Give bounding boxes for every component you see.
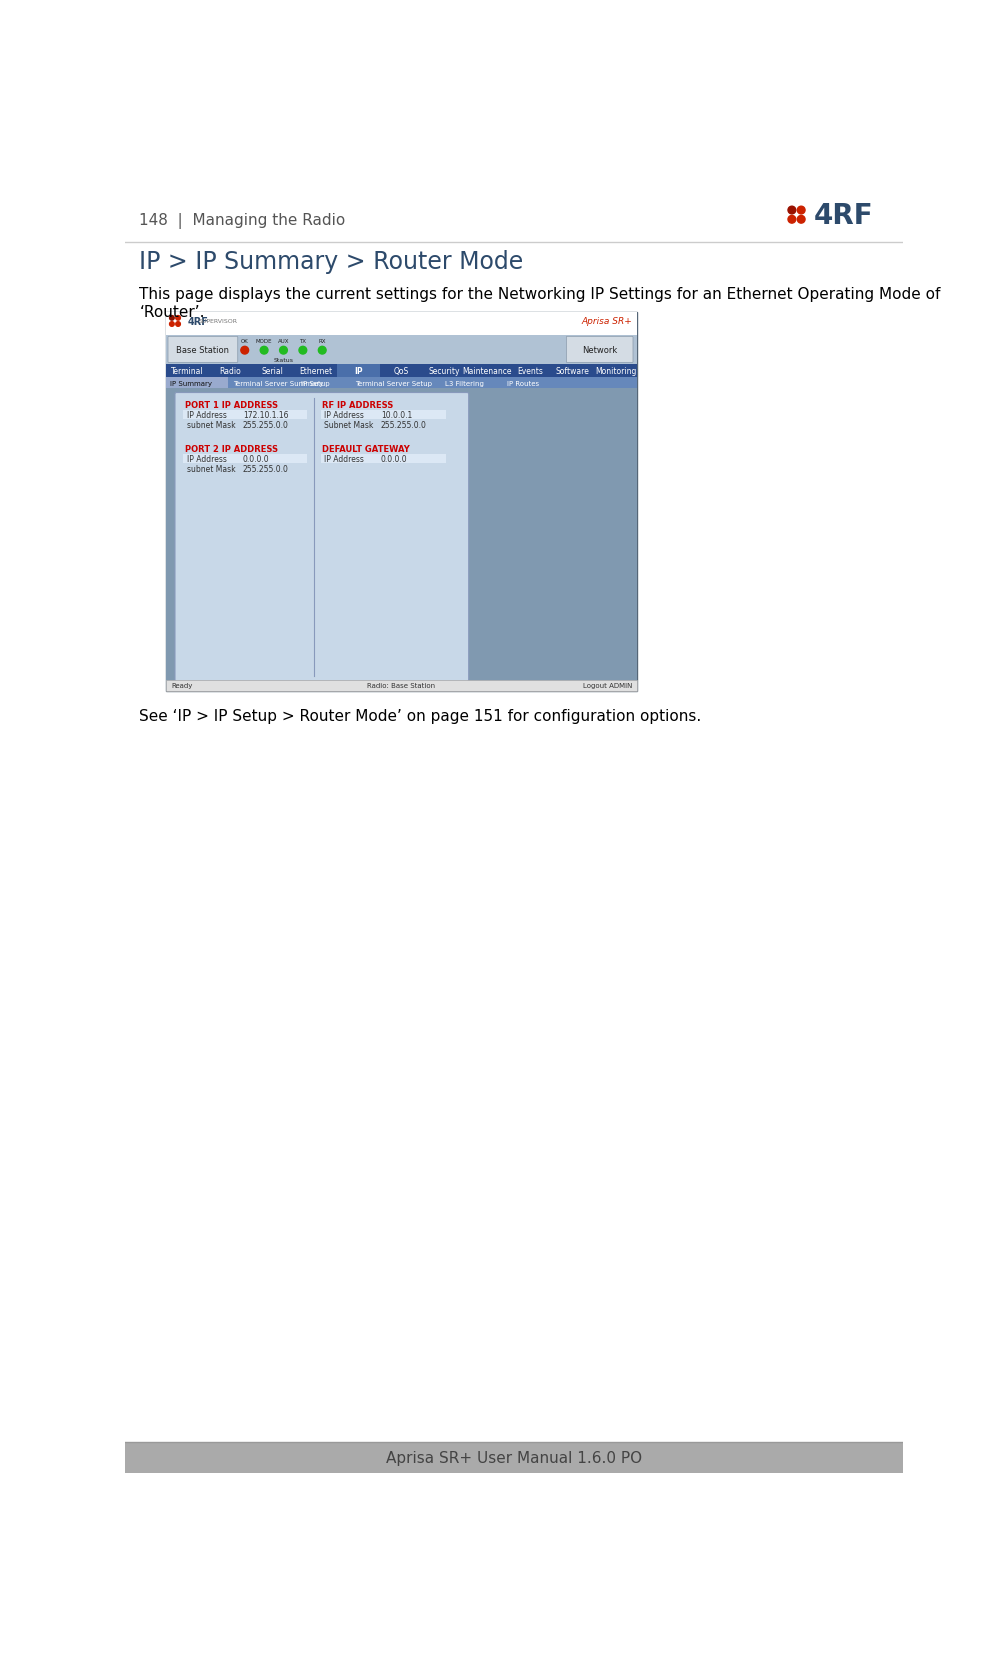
FancyBboxPatch shape (174, 394, 468, 682)
Text: AUX: AUX (278, 339, 289, 344)
Text: subnet Mask: subnet Mask (186, 465, 235, 473)
Text: 172.10.1.16: 172.10.1.16 (242, 410, 289, 420)
Bar (165, 389, 636, 692)
Text: Terminal Server Summary: Terminal Server Summary (232, 381, 324, 386)
Text: Terminal Server Setup: Terminal Server Setup (355, 381, 432, 386)
Circle shape (175, 323, 180, 328)
Text: Radio: Base Station: Radio: Base Station (367, 684, 435, 688)
Text: 0.0.0.0: 0.0.0.0 (381, 455, 407, 463)
Text: Subnet Mask: Subnet Mask (324, 420, 373, 430)
Bar (165, 313, 636, 692)
Text: SUPERVISOR: SUPERVISOR (198, 319, 237, 324)
Text: IP Address: IP Address (324, 455, 364, 463)
Circle shape (797, 217, 805, 223)
Text: PORT 1 IP ADDRESS: PORT 1 IP ADDRESS (184, 401, 278, 410)
Bar (125, 1442, 902, 1473)
Text: Ready: Ready (171, 684, 193, 688)
Text: 10.0.0.1: 10.0.0.1 (381, 410, 412, 420)
Text: Logout ADMIN: Logout ADMIN (582, 684, 631, 688)
Bar (165, 364, 636, 377)
Circle shape (797, 207, 805, 215)
Text: Terminal: Terminal (170, 367, 203, 376)
Text: IP Routes: IP Routes (506, 381, 538, 386)
Text: Radio: Radio (218, 367, 240, 376)
Text: Software: Software (555, 367, 589, 376)
Bar (337, 364, 380, 377)
Circle shape (299, 348, 307, 354)
Bar (165, 377, 227, 389)
Text: TX: TX (299, 339, 306, 344)
Text: 4RF: 4RF (187, 316, 208, 326)
Text: IP Address: IP Address (324, 410, 364, 420)
Bar (321, 420, 446, 429)
Text: IP Address: IP Address (186, 455, 226, 463)
Text: Ethernet: Ethernet (299, 367, 332, 376)
Circle shape (169, 316, 174, 321)
Bar (165, 377, 636, 389)
Text: MODE: MODE (256, 339, 273, 344)
Text: subnet Mask: subnet Mask (186, 420, 235, 430)
Circle shape (280, 348, 287, 354)
Text: 148  |  Managing the Radio: 148 | Managing the Radio (139, 213, 346, 228)
Circle shape (318, 348, 326, 354)
Bar (183, 455, 308, 463)
Text: L3 Filtering: L3 Filtering (444, 381, 483, 386)
Circle shape (169, 323, 174, 328)
Text: IP: IP (354, 367, 363, 376)
Text: Maintenance: Maintenance (462, 367, 511, 376)
Circle shape (240, 348, 248, 354)
Circle shape (788, 217, 795, 223)
FancyBboxPatch shape (566, 338, 632, 364)
Text: PORT 2 IP ADDRESS: PORT 2 IP ADDRESS (184, 445, 278, 453)
Text: IP Address: IP Address (186, 410, 226, 420)
Text: DEFAULT GATEWAY: DEFAULT GATEWAY (322, 445, 410, 453)
Text: QoS: QoS (393, 367, 409, 376)
Text: See ‘IP > IP Setup > Router Mode’ on page 151 for configuration options.: See ‘IP > IP Setup > Router Mode’ on pag… (139, 708, 700, 723)
Text: Base Station: Base Station (176, 346, 229, 354)
Text: Status: Status (274, 357, 294, 362)
Text: 4RF: 4RF (813, 202, 873, 230)
Text: 255.255.0.0: 255.255.0.0 (242, 420, 289, 430)
Text: OK: OK (240, 339, 248, 344)
Text: Monitoring: Monitoring (594, 367, 635, 376)
Text: Events: Events (516, 367, 542, 376)
Bar (165, 336, 636, 364)
Circle shape (260, 348, 268, 354)
Bar (165, 313, 636, 336)
Text: Aprisa SR+ User Manual 1.6.0 PO: Aprisa SR+ User Manual 1.6.0 PO (385, 1450, 641, 1465)
Bar (183, 420, 308, 429)
Text: 255.255.0.0: 255.255.0.0 (242, 465, 289, 473)
Text: IP Summary: IP Summary (169, 381, 211, 386)
Bar (321, 455, 446, 463)
Text: This page displays the current settings for the Networking IP Settings for an Et: This page displays the current settings … (139, 286, 940, 319)
FancyBboxPatch shape (167, 338, 237, 364)
Circle shape (175, 316, 180, 321)
Bar (183, 410, 308, 419)
Text: 0.0.0.0: 0.0.0.0 (242, 455, 270, 463)
Bar (321, 410, 446, 419)
Text: RX: RX (319, 339, 326, 344)
Text: IP > IP Summary > Router Mode: IP > IP Summary > Router Mode (139, 250, 523, 273)
Text: RF IP ADDRESS: RF IP ADDRESS (322, 401, 393, 410)
Text: IP Setup: IP Setup (301, 381, 330, 386)
Bar (183, 465, 308, 473)
Bar (165, 680, 636, 692)
Text: Network: Network (581, 346, 616, 354)
Text: Security: Security (428, 367, 459, 376)
Text: 255.255.0.0: 255.255.0.0 (381, 420, 426, 430)
Circle shape (788, 207, 795, 215)
Text: Aprisa SR+: Aprisa SR+ (581, 318, 631, 326)
Text: Serial: Serial (262, 367, 284, 376)
